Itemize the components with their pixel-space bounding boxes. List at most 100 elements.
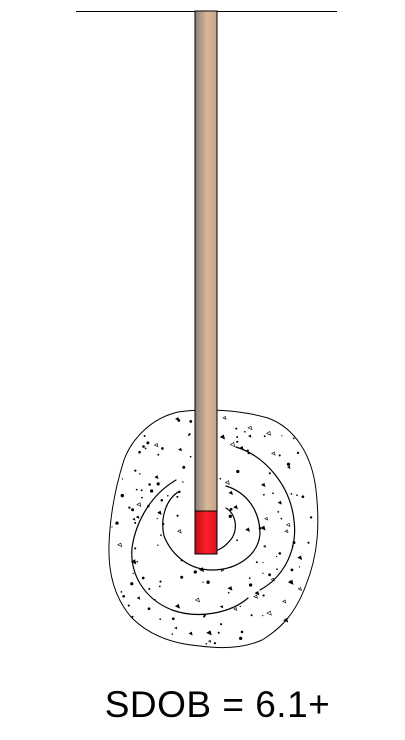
grout-speckle bbox=[298, 566, 301, 568]
grout-speckle bbox=[156, 482, 160, 486]
grout-speckle bbox=[213, 642, 217, 645]
grout-speckle bbox=[156, 517, 158, 520]
grout-speckle bbox=[132, 572, 134, 575]
grout-speckle bbox=[139, 473, 141, 475]
grout-speckle bbox=[171, 633, 174, 635]
grout-speckle bbox=[235, 427, 238, 430]
grout-speckle bbox=[268, 573, 271, 577]
grout-speckle bbox=[134, 547, 137, 550]
grout-speckle bbox=[287, 579, 294, 585]
swirl-line-inner bbox=[162, 485, 261, 571]
grout-speckle bbox=[239, 605, 241, 608]
grout-speckle bbox=[275, 555, 278, 558]
grout-speckle bbox=[147, 607, 151, 611]
grout-speckle bbox=[263, 435, 266, 438]
grout-speckle bbox=[143, 435, 146, 437]
grout-speckle bbox=[296, 451, 300, 455]
grout-speckle bbox=[138, 450, 141, 454]
grout-speckle bbox=[272, 492, 274, 495]
grout-speckle bbox=[158, 585, 161, 588]
grout-speckle bbox=[278, 454, 281, 457]
charge-section bbox=[194, 510, 218, 555]
grout-speckle bbox=[171, 617, 175, 621]
grout-speckle bbox=[136, 502, 142, 507]
grout-speckle bbox=[148, 483, 151, 486]
grout-speckle bbox=[245, 527, 250, 532]
grout-speckle bbox=[276, 568, 278, 571]
grout-speckle bbox=[255, 561, 258, 564]
grout-speckle bbox=[278, 552, 282, 555]
grout-speckle bbox=[266, 431, 272, 436]
grout-speckle bbox=[176, 495, 179, 498]
grout-speckle bbox=[115, 521, 119, 525]
grout-speckle bbox=[253, 594, 258, 599]
grout-speckle bbox=[177, 529, 182, 534]
grout-speckle bbox=[229, 442, 236, 448]
grout-speckle bbox=[222, 416, 227, 420]
grout-speckle bbox=[148, 588, 151, 590]
grout-speckle bbox=[297, 555, 303, 561]
grout-speckle bbox=[224, 480, 230, 485]
grout-speckle bbox=[297, 587, 302, 591]
grout-speckle bbox=[111, 526, 113, 528]
grout-speckle bbox=[243, 430, 246, 433]
grout-speckle bbox=[117, 542, 123, 548]
grout-speckle bbox=[248, 583, 253, 587]
grout-speckles bbox=[111, 416, 313, 645]
grout-speckle bbox=[160, 499, 164, 502]
grout-speckle bbox=[292, 437, 295, 440]
grout-speckle bbox=[174, 604, 180, 609]
grout-speckle bbox=[205, 643, 208, 645]
grout-speckle bbox=[150, 489, 154, 493]
grout-speckle bbox=[280, 517, 283, 520]
grout-speckle bbox=[206, 580, 210, 584]
grout-speckle bbox=[290, 568, 294, 572]
grout-speckle bbox=[301, 495, 305, 499]
swirl-line-core bbox=[217, 507, 236, 551]
grout-speckle bbox=[219, 477, 222, 480]
grout-speckle bbox=[263, 493, 265, 496]
grout-speckle bbox=[266, 610, 272, 616]
grout-speckle bbox=[236, 440, 239, 443]
grout-speckle bbox=[263, 544, 267, 548]
grout-speckle bbox=[189, 420, 193, 423]
grout-speckle bbox=[180, 575, 184, 579]
grout-speckle bbox=[187, 434, 190, 436]
grout-speckle bbox=[178, 447, 183, 452]
grout-speckle bbox=[134, 469, 137, 472]
grout-speckle bbox=[207, 639, 212, 643]
grout-speckle bbox=[307, 541, 310, 544]
grout-speckle bbox=[282, 599, 287, 604]
grout-speckle bbox=[134, 521, 137, 524]
grout-speckle bbox=[136, 560, 139, 563]
grout-speckle bbox=[233, 505, 238, 510]
grout-speckle bbox=[287, 465, 291, 469]
swirl-line-left bbox=[131, 479, 249, 616]
grout-speckle bbox=[260, 482, 266, 488]
grout-speckle bbox=[284, 529, 289, 534]
swirl-line-outer bbox=[235, 446, 296, 591]
grout-speckle bbox=[167, 495, 169, 497]
grout-speckle bbox=[248, 434, 252, 438]
grout-speckle bbox=[194, 597, 200, 603]
grout-speckle bbox=[188, 631, 193, 636]
grout-speckle bbox=[157, 453, 160, 456]
grout-speckle bbox=[136, 596, 141, 600]
grout-speckle bbox=[141, 496, 143, 499]
grout-speckle bbox=[250, 614, 253, 617]
grout-speckle bbox=[120, 493, 124, 498]
grout-speckle bbox=[159, 580, 162, 583]
grout-speckle bbox=[233, 607, 238, 611]
grout-speckle bbox=[176, 514, 179, 517]
grout-speckle bbox=[135, 515, 140, 519]
grout-speckle bbox=[290, 493, 293, 495]
grout-speckle bbox=[239, 636, 243, 641]
grout-speckle bbox=[219, 434, 226, 440]
grout-speckle bbox=[157, 544, 159, 546]
grout-speckle bbox=[254, 590, 260, 596]
grout-speckle bbox=[227, 591, 230, 594]
grout-speckle bbox=[122, 594, 126, 598]
grout-speckle bbox=[283, 617, 289, 623]
grout-speckle bbox=[262, 561, 264, 564]
grout-speckle bbox=[140, 489, 143, 492]
